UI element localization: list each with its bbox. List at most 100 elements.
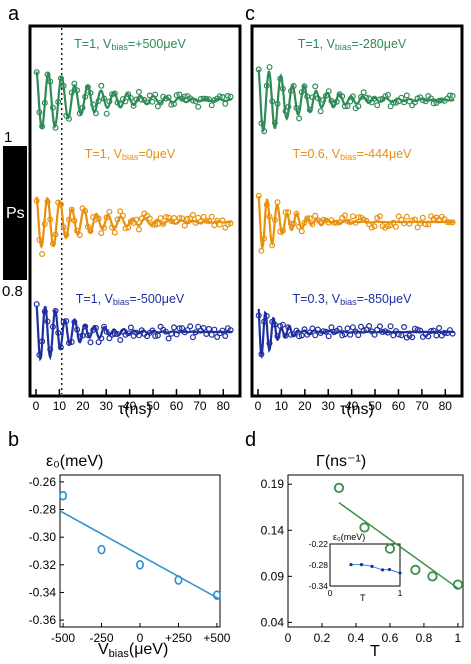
panel-a-data-point [203, 217, 210, 224]
panel-a-data-point [154, 103, 161, 110]
panel-a-data-point [100, 323, 107, 330]
panel-a-data-point [47, 78, 54, 85]
panel-a-data-point [208, 213, 215, 220]
panel-c-data-point [358, 323, 365, 330]
panel-d-frame [287, 474, 464, 628]
panel-c-data-point [258, 247, 265, 254]
panel-a-data-point [165, 335, 172, 342]
panel-d-xtick-label: 1 [455, 631, 462, 645]
panel-c-data-point [401, 99, 408, 106]
panel-a-data-point [98, 230, 105, 237]
panel-c-data-point [293, 210, 300, 217]
panel-a-data-point [176, 215, 183, 222]
panel-c-data-point [320, 328, 327, 335]
panel-d-xtick-label: 0.8 [416, 631, 433, 645]
panel-c-data-point [269, 98, 276, 105]
panel-a-data-point [189, 97, 196, 104]
panel-c-data-point [333, 219, 340, 226]
panel-d-xtick-label: 0 [285, 631, 292, 645]
panel-a-data-point [117, 337, 124, 344]
panel-c-xtick-label: 50 [368, 399, 382, 413]
panel-a-data-point [206, 96, 213, 103]
panel-a-xtick-label: 60 [170, 399, 184, 413]
panel-d-data-point [410, 564, 421, 575]
panel-c-data-point [279, 321, 286, 328]
panel-a-data-point [125, 224, 132, 231]
panel-c-data-point [255, 312, 262, 319]
panel-c-data-point [387, 323, 394, 330]
panel-b-xlabel-unit: (μeV) [129, 641, 168, 658]
panel-a-data-point [76, 232, 83, 239]
panel-d-xtick-label: 0.4 [348, 631, 365, 645]
panel-a-data-point [138, 215, 145, 222]
panel-a-data-point [176, 91, 183, 98]
panel-a-data-point [136, 332, 143, 339]
panel-a-data-point [33, 197, 40, 204]
panel-c-xtick-label: 60 [392, 399, 406, 413]
panel-a-data-point [103, 214, 110, 221]
panel-d-fit-line [338, 502, 459, 589]
panel-a-data-point [149, 98, 156, 105]
panel-a-data-point [68, 339, 75, 346]
panel-a-data-point [122, 98, 129, 105]
panel-a-data-point [168, 330, 175, 337]
panel-a-data-point [152, 333, 159, 340]
panel-b-ytick-label: -0.26 [29, 475, 57, 489]
panel-c-data-point [406, 98, 413, 105]
panel-c-data-point [360, 89, 367, 96]
panel-c-data-point [331, 219, 338, 226]
panel-c-data-point [285, 324, 292, 331]
panel-a-data-point [79, 332, 86, 339]
panel-c-data-point [403, 213, 410, 220]
panel-a-data-point [65, 340, 72, 347]
ps-scale-bottom-label: 0.8 [2, 283, 23, 300]
panel-a-data-point [211, 326, 218, 333]
panel-c-data-point [376, 323, 383, 330]
panel-c-data-point [288, 220, 295, 227]
panel-d-xtick-label: 0.2 [314, 631, 331, 645]
panel-c-data-point [376, 96, 383, 103]
panel-c-data-point [371, 331, 378, 338]
panel-c-data-point [390, 332, 397, 339]
panel-c-data-point [285, 209, 292, 216]
panel-c-data-point [376, 213, 383, 220]
panel-a-data-point [60, 224, 67, 231]
panel-c-data-point [304, 215, 311, 222]
panel-a-data-point [133, 216, 140, 223]
series-label-main: T=1, V [85, 147, 123, 161]
panel-d-inset-point [380, 568, 385, 572]
panel-a-data-point [146, 215, 153, 222]
panel-a-data-point [87, 339, 94, 346]
panel-c-data-point [336, 325, 343, 332]
panel-c-data-point [320, 216, 327, 223]
panel-a-data-point [49, 240, 56, 247]
panel-a-data-point [63, 231, 70, 238]
panel-c-data-point [363, 94, 370, 101]
panel-b-xlabel: Vbias(μeV) [98, 641, 168, 660]
panel-letter-d: d [245, 429, 256, 451]
panel-c-data-point [436, 97, 443, 104]
panel-a-data-point [60, 82, 67, 89]
panel-a-data-point [92, 110, 99, 117]
panel-a-data-point [84, 84, 91, 91]
panel-c-data-point [403, 92, 410, 99]
panel-a-data-point [98, 82, 105, 89]
panel-a-data-point [227, 220, 234, 227]
panel-a-data-point [47, 346, 54, 353]
panel-a-data-point [92, 325, 99, 332]
ps-scale-bar [3, 146, 27, 280]
panel-a-data-point [103, 328, 110, 335]
panel-a-data-point [197, 218, 204, 225]
panel-c-data-point [266, 213, 273, 220]
series-label-main: T=0.6, V [293, 147, 341, 161]
panel-c-data-point [296, 115, 303, 122]
panel-a-data-point [100, 95, 107, 102]
panel-a-data-point [71, 319, 78, 326]
panel-a-data-point [227, 327, 234, 334]
series-label-sub: bias [335, 42, 352, 52]
panel-c-data-point [374, 102, 381, 109]
panel-c-data-point [428, 328, 435, 335]
panel-c-data-point [417, 220, 424, 227]
panel-c-data-point [312, 83, 319, 90]
